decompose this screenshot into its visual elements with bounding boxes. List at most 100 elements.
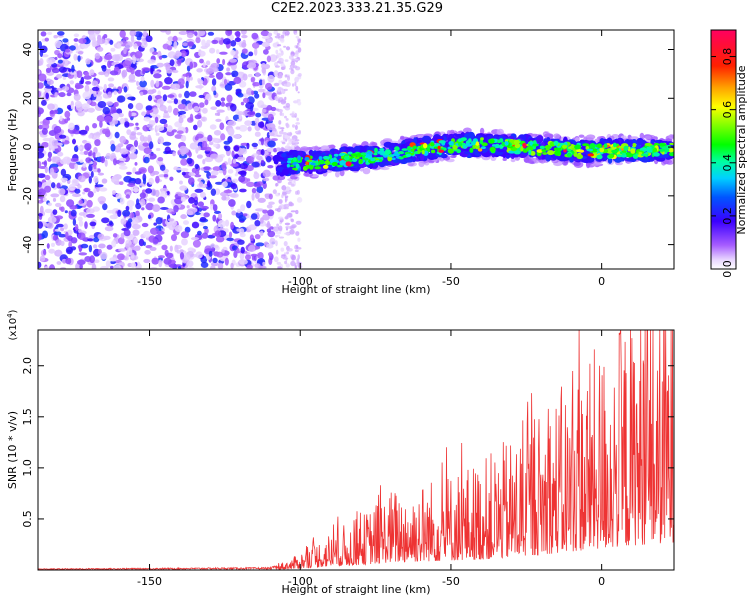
noise-cell [177,103,186,110]
noise-cell [134,178,142,185]
signal-peak-cell [480,146,486,150]
signal-halo-cell [371,142,378,147]
noise-cell [72,193,81,198]
noise-cell [160,105,167,112]
noise-cell [109,260,116,265]
noise-cell [161,244,168,251]
noise-cell [269,226,274,230]
noise-cell [167,125,173,133]
noise-cell [284,115,287,119]
noise-cell [52,197,57,202]
noise-cell [100,156,106,164]
noise-cell [140,76,145,82]
noise-cell [78,38,87,44]
noise-cell [279,111,283,116]
noise-cell [98,91,103,95]
noise-cell [236,208,241,214]
noise-cell [234,173,238,177]
noise-cell [267,32,273,37]
noise-cell [227,120,237,127]
noise-cell [119,165,128,170]
noise-cell [231,210,237,216]
noise-cell [182,147,189,154]
noise-cell [241,34,248,39]
noise-cell [118,248,127,252]
noise-cell [203,166,211,171]
noise-cell [147,165,154,174]
noise-cell [115,61,120,65]
noise-cell [76,70,83,78]
noise-cell [119,135,126,144]
noise-cell [238,175,246,183]
signal-peak-cell [358,158,363,164]
noise-cell [285,263,290,268]
noise-cell [120,218,127,225]
noise-cell [214,188,221,196]
noise-cell [217,262,224,269]
noise-cell [45,92,49,100]
signal-peak-cell [458,142,463,147]
noise-cell [279,127,285,130]
signal-peak-cell [646,146,652,150]
noise-cell [284,222,290,226]
noise-cell [100,265,109,269]
noise-cell [58,233,67,238]
snr-y-ticks: 0.5 1.0 1.5 2.0 [21,357,674,528]
noise-cell [212,204,218,212]
noise-cell [295,66,301,71]
noise-cell [89,69,95,76]
noise-cell [98,187,108,192]
noise-cell [283,88,288,92]
noise-cell [285,46,291,51]
signal-peak-cell [379,150,386,156]
noise-cell [211,85,217,93]
noise-cell [46,222,54,229]
noise-cell [53,231,62,236]
noise-cell [297,237,301,242]
noise-cell [104,159,108,167]
colorbar-tick-label: 0.4 [721,154,734,172]
noise-cell [237,92,244,98]
noise-cell [101,178,108,184]
signal-halo-cell [321,145,330,150]
noise-cell [129,212,135,220]
noise-cell [47,157,52,162]
noise-cell [261,36,270,39]
noise-cell [56,74,63,79]
noise-cell [200,261,209,268]
noise-cell [286,132,293,136]
noise-cell [56,182,61,189]
noise-cell [289,113,295,116]
noise-cell [159,207,169,210]
noise-cell [180,50,187,58]
noise-cell [119,148,129,155]
noise-cell [84,84,90,93]
noise-cell [197,145,201,151]
signal-peak-cell [638,151,643,155]
noise-cell [214,210,221,214]
noise-cell [201,232,209,239]
noise-cell [186,260,194,268]
noise-cell [276,261,281,265]
noise-cell [172,151,176,157]
noise-cell [211,247,216,253]
signal-peak-cell [530,150,536,156]
noise-cell [47,216,57,224]
noise-cell [74,82,81,90]
noise-cell [268,193,273,200]
noise-cell [281,112,285,117]
noise-cell [63,223,68,230]
noise-cell [78,175,86,183]
noise-cell [241,30,247,35]
noise-cell [191,221,200,229]
signal-cell [607,157,613,164]
noise-cell [62,38,69,43]
noise-cell [194,200,199,206]
noise-cell [46,57,56,65]
noise-cell [197,230,202,236]
noise-cell [231,245,238,251]
noise-cell [130,34,135,43]
noise-cell [79,159,84,163]
noise-cell [134,245,141,251]
noise-cell [185,80,189,89]
